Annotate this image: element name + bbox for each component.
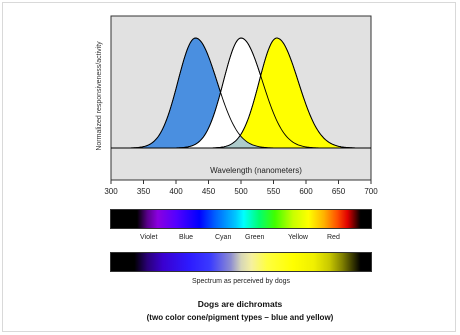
curve-outline-555	[111, 37, 371, 149]
label-yellow: Yellow	[288, 234, 308, 241]
sensitivity-chart: 300 350 400 450 500 550 600 650 700	[104, 15, 378, 196]
x-tick-label-300: 300	[104, 187, 118, 196]
label-green: Green	[245, 234, 265, 241]
label-violet: Violet	[140, 234, 158, 241]
caption-title: Dogs are dichromats	[197, 299, 283, 309]
dog-spectrum-bar	[110, 252, 372, 272]
y-axis-label: Normalized responsiveness/activity	[96, 41, 103, 151]
x-tick-label-650: 650	[332, 187, 346, 196]
caption-subtitle: (two color cone/pigment types – blue and…	[146, 313, 334, 322]
label-blue: Blue	[179, 234, 194, 241]
label-red: Red	[327, 234, 340, 241]
x-tick-label-700: 700	[364, 187, 378, 196]
x-axis-label: Wavelength (nanometers)	[210, 166, 302, 175]
x-tick-label-500: 500	[234, 187, 248, 196]
x-tick-label-450: 450	[202, 187, 216, 196]
x-tick-label-400: 400	[169, 187, 183, 196]
x-tick-label-550: 550	[267, 187, 281, 196]
label-cyan: Cyan	[215, 234, 232, 241]
x-tick-label-350: 350	[137, 187, 151, 196]
dog-spectrum-caption: Spectrum as perceived by dogs	[191, 278, 291, 285]
x-tick-label-600: 600	[299, 187, 313, 196]
human-spectrum-bar	[110, 209, 372, 229]
